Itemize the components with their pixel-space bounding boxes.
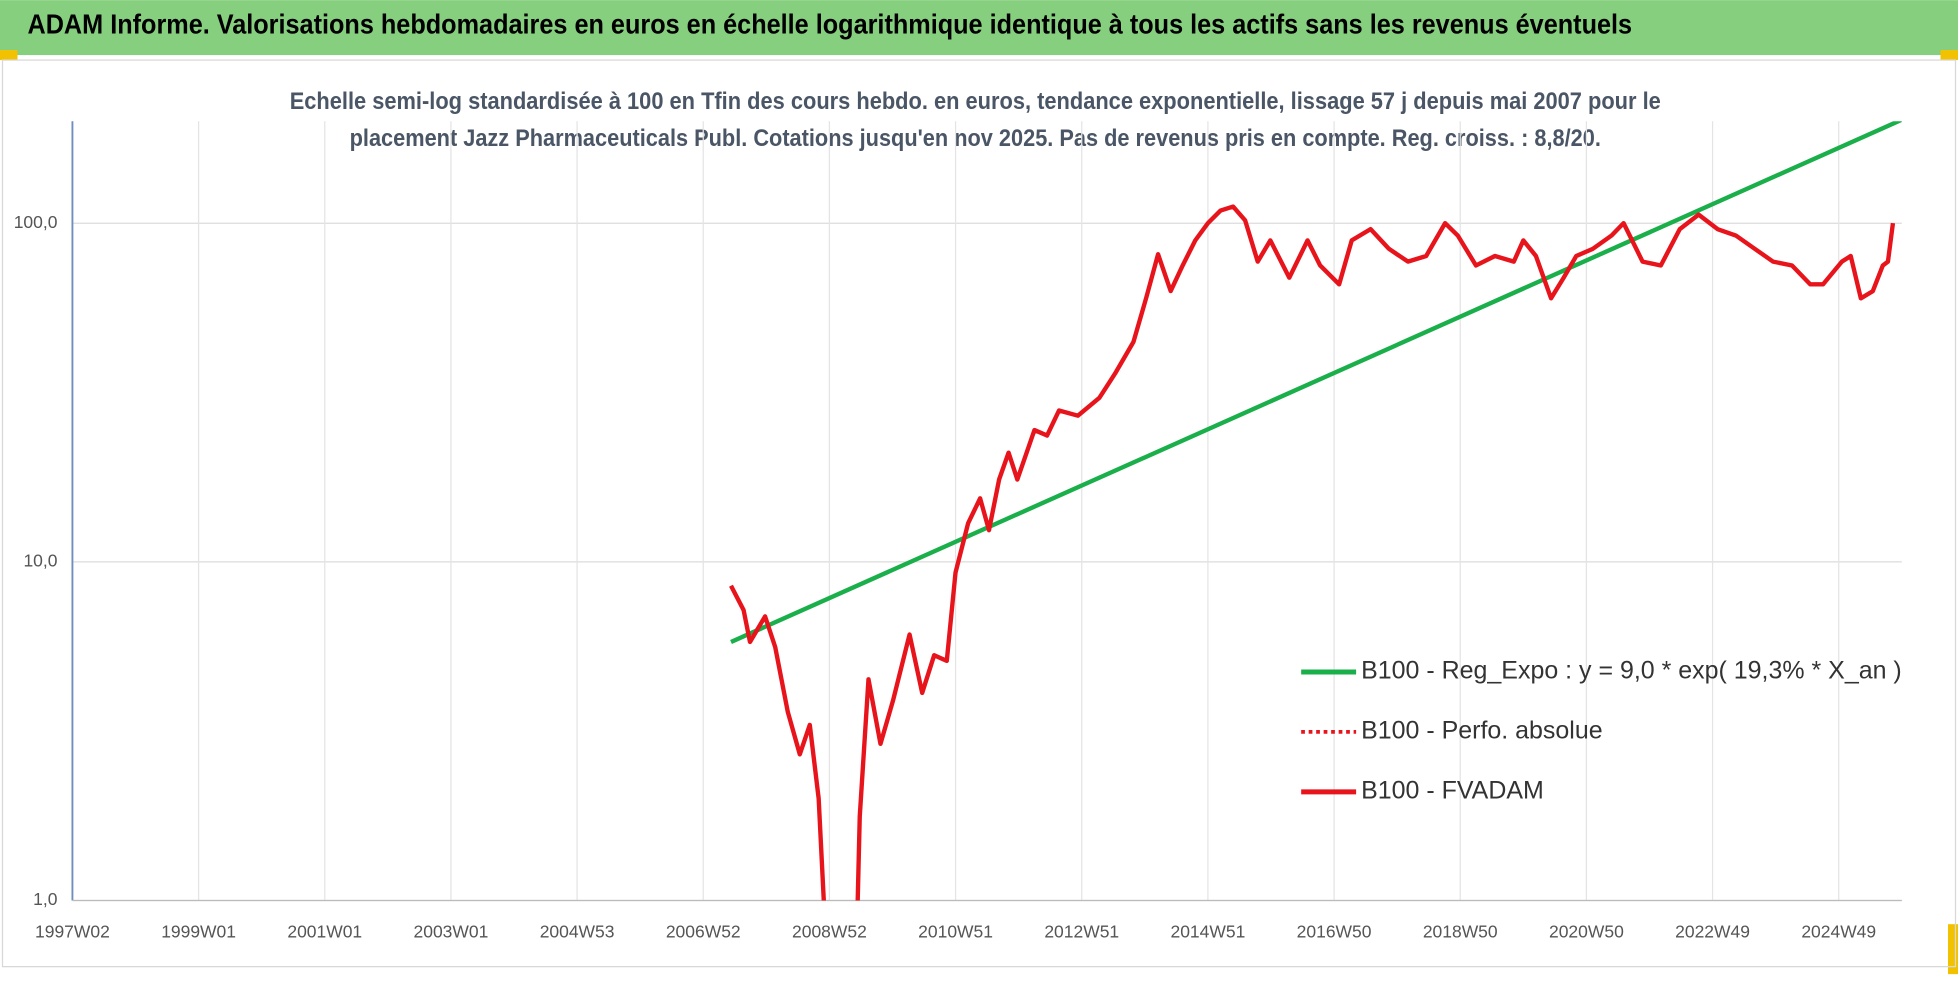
x-tick-label: 1997W02 (35, 922, 110, 942)
x-tick-label: 2024W49 (1801, 922, 1876, 942)
header-band (0, 0, 1958, 56)
x-tick-label: 2020W50 (1549, 922, 1624, 942)
x-tick-label: 2001W01 (287, 922, 362, 942)
x-tick-label: 2008W52 (792, 922, 867, 942)
corner-mark (1940, 50, 1958, 61)
x-tick-label: 2016W50 (1297, 922, 1372, 942)
x-tick-label: 2004W53 (540, 922, 615, 942)
chart-subtitle: Echelle semi-log standardisée à 100 en T… (290, 89, 1661, 115)
y-tick-label: 100,0 (14, 212, 58, 232)
legend-label: B100 - Perfo. absolue (1361, 716, 1603, 744)
x-tick-label: 2010W51 (918, 922, 993, 942)
x-tick-label: 1999W01 (161, 922, 236, 942)
chart-subtitle: placement Jazz Pharmaceuticals Publ. Cot… (350, 126, 1601, 152)
x-tick-label: 2003W01 (414, 922, 489, 942)
legend-label: B100 - FVADAM (1361, 776, 1544, 804)
series-line (729, 204, 1896, 901)
x-tick-label: 2018W50 (1423, 922, 1498, 942)
corner-mark (1948, 924, 1958, 975)
x-tick-label: 2006W52 (666, 922, 741, 942)
corner-mark (0, 50, 18, 61)
chart-border (1, 59, 1957, 968)
y-tick-label: 1,0 (33, 889, 58, 909)
page-title: ADAM Informe. Valorisations hebdomadaire… (27, 9, 1632, 40)
x-tick-label: 2012W51 (1044, 922, 1119, 942)
series-line (730, 121, 1902, 644)
y-tick-label: 10,0 (23, 550, 57, 570)
x-tick-label: 2014W51 (1171, 922, 1246, 942)
x-tick-label: 2022W49 (1675, 922, 1750, 942)
legend-label: B100 - Reg_Expo : y = 9,0 * exp( 19,3% *… (1361, 657, 1902, 685)
